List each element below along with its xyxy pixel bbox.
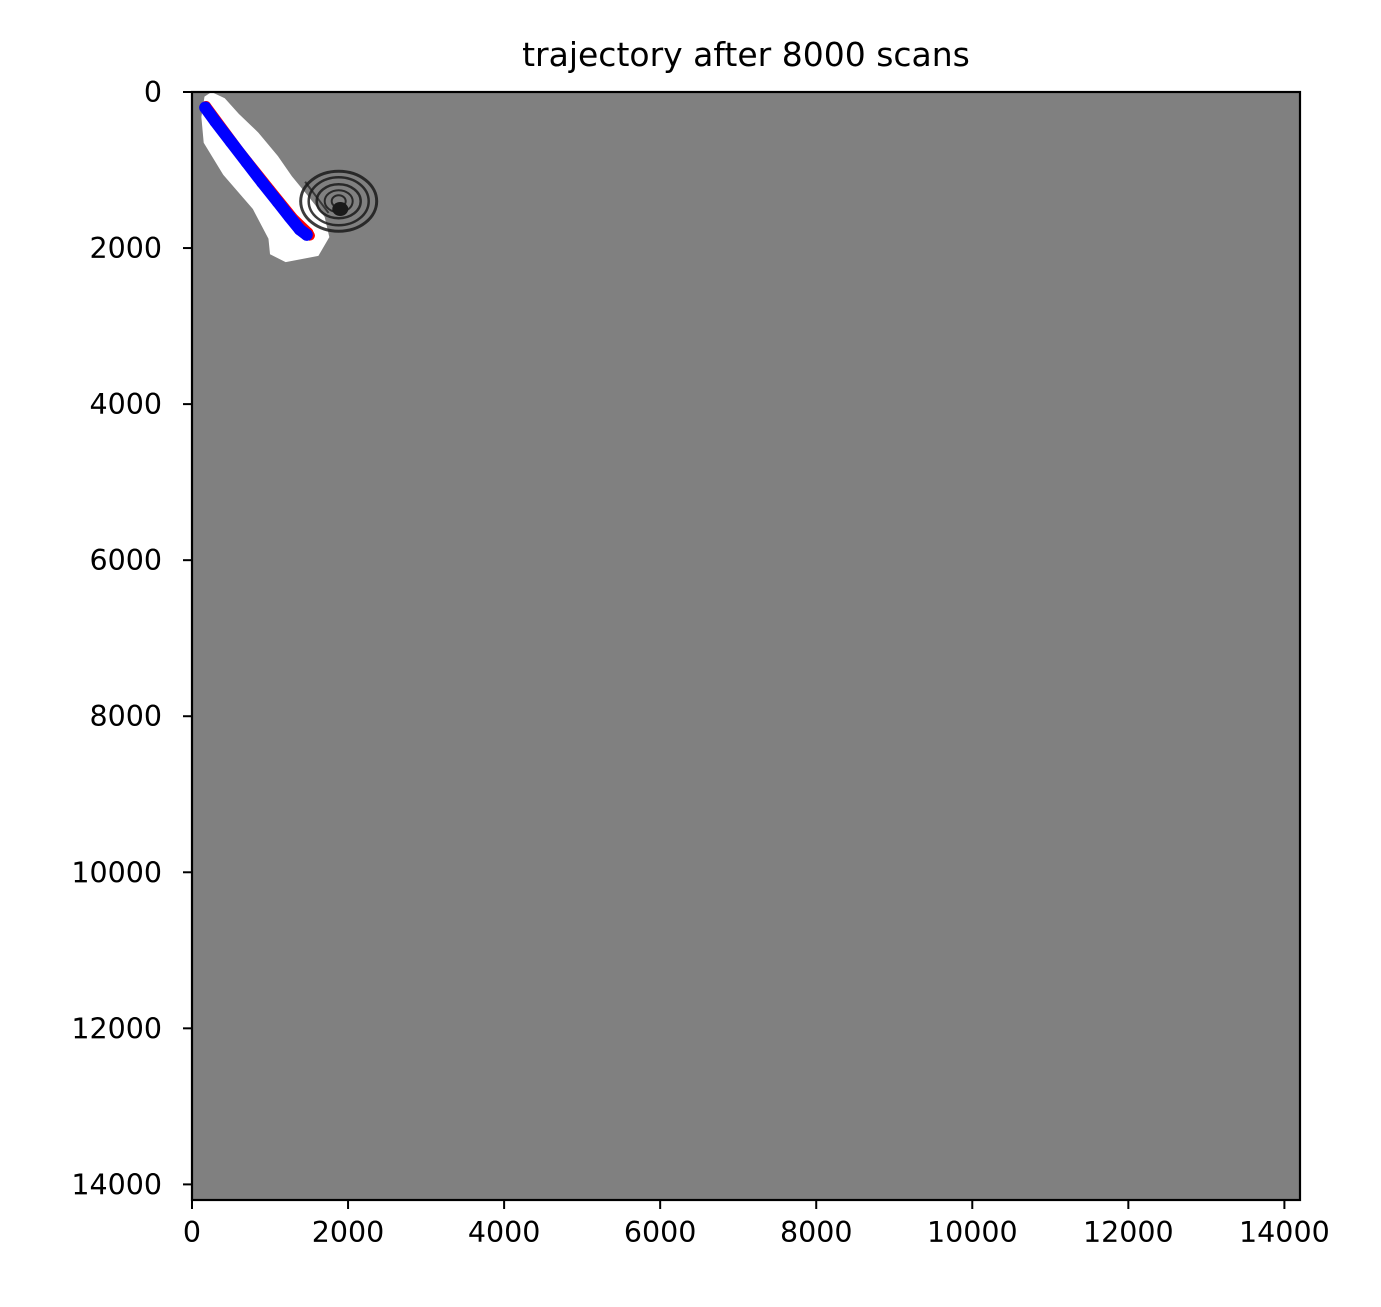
trajectory-point [271,196,284,209]
map-obstacle-ring [299,169,379,233]
x-tick-label: 14000 [1239,1216,1330,1249]
trajectory-point [199,101,212,114]
map-obstacle-edge [304,181,330,214]
x-tick-label: 12000 [1083,1216,1174,1249]
chart-title: trajectory after 8000 scans [522,35,970,74]
y-tick-label: 2000 [89,232,162,265]
x-tick-label: 10000 [927,1216,1018,1249]
y-axis: 0 2000 4000 6000 8000 10000 12000 14000 [71,76,192,1201]
axes-frame [190,90,1302,1202]
y-tick-label: 0 [144,76,162,109]
trajectory-point [256,176,269,189]
y-tick-label: 6000 [89,544,162,577]
map-obstacle-ring [307,175,370,227]
x-tick-label: 8000 [780,1216,853,1249]
y-tick-label: 12000 [71,1012,162,1045]
x-tick-label: 2000 [312,1216,385,1249]
map-obstacle [332,202,349,217]
map-obstacle-ring [315,182,362,220]
x-tick-label: 4000 [468,1216,541,1249]
y-tick-label: 4000 [89,388,162,421]
y-tick-label: 8000 [89,700,162,733]
x-tick-label: 0 [183,1216,201,1249]
trajectory-series [199,101,315,241]
map-unknown-area [192,92,1300,1200]
trajectory-point [283,210,296,223]
trajectory-point [300,228,313,241]
trajectory-point [225,135,238,148]
y-tick-label: 10000 [71,856,162,889]
trajectory-point [209,115,222,128]
y-tick-label: 14000 [71,1168,162,1201]
x-axis: 0 2000 4000 6000 8000 10000 12000 14000 [183,1200,1330,1249]
x-tick-label: 6000 [624,1216,697,1249]
trajectory-point [240,156,253,169]
